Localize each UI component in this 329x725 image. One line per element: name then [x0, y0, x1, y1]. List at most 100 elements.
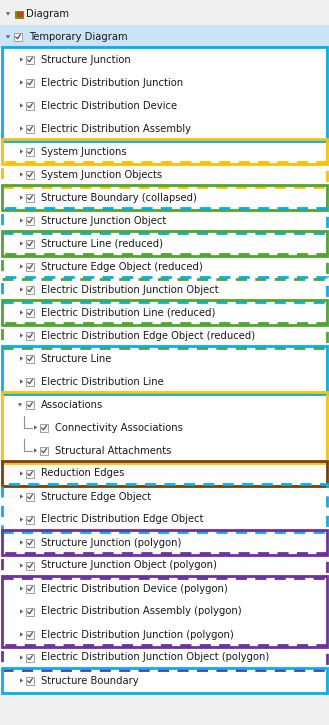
- Text: Associations: Associations: [41, 399, 103, 410]
- Bar: [0, 71, 329, 94]
- Bar: [26, 217, 34, 225]
- Bar: [2, 254, 327, 279]
- Bar: [2, 185, 327, 210]
- Bar: [2, 461, 327, 486]
- Polygon shape: [20, 218, 23, 223]
- Bar: [0, 393, 329, 416]
- Polygon shape: [20, 494, 23, 499]
- Polygon shape: [20, 57, 23, 62]
- Bar: [26, 239, 34, 247]
- Polygon shape: [20, 632, 23, 637]
- Bar: [26, 262, 34, 270]
- Polygon shape: [20, 518, 23, 522]
- Bar: [2, 323, 327, 348]
- Bar: [2, 645, 327, 670]
- Bar: [0, 186, 329, 209]
- Bar: [26, 676, 34, 684]
- Text: Temporary Diagram: Temporary Diagram: [29, 31, 128, 41]
- Text: Structure Boundary (collapsed): Structure Boundary (collapsed): [41, 193, 197, 202]
- Bar: [0, 669, 329, 692]
- Bar: [0, 485, 329, 508]
- Bar: [2, 277, 327, 302]
- Polygon shape: [34, 448, 37, 452]
- Bar: [2, 346, 327, 394]
- Bar: [2, 576, 327, 647]
- Bar: [0, 554, 329, 577]
- Text: Electric Distribution Assembly (polygon): Electric Distribution Assembly (polygon): [41, 607, 241, 616]
- Bar: [0, 347, 329, 370]
- Polygon shape: [18, 403, 22, 407]
- Text: Structural Attachments: Structural Attachments: [55, 445, 171, 455]
- Bar: [26, 470, 34, 478]
- Bar: [26, 102, 34, 109]
- Bar: [0, 577, 329, 600]
- Bar: [0, 117, 329, 140]
- Bar: [26, 355, 34, 362]
- Bar: [26, 309, 34, 317]
- Bar: [40, 447, 48, 455]
- Bar: [0, 531, 329, 554]
- Polygon shape: [6, 36, 10, 38]
- Bar: [26, 515, 34, 523]
- Bar: [40, 423, 48, 431]
- Bar: [2, 553, 327, 578]
- Bar: [2, 139, 327, 164]
- Polygon shape: [20, 287, 23, 291]
- Text: Electric Distribution Line: Electric Distribution Line: [41, 376, 164, 386]
- Text: Structure Boundary: Structure Boundary: [41, 676, 139, 686]
- Bar: [2, 484, 327, 532]
- Text: Electric Distribution Assembly: Electric Distribution Assembly: [41, 123, 191, 133]
- Text: Structure Line (reduced): Structure Line (reduced): [41, 239, 163, 249]
- Polygon shape: [20, 149, 23, 154]
- Polygon shape: [20, 126, 23, 130]
- Bar: [26, 331, 34, 339]
- Polygon shape: [20, 471, 23, 476]
- Text: Structure Junction Object: Structure Junction Object: [41, 215, 166, 225]
- Bar: [0, 416, 329, 439]
- Polygon shape: [20, 173, 23, 177]
- Bar: [0, 324, 329, 347]
- Text: Connectivity Associations: Connectivity Associations: [55, 423, 183, 433]
- Bar: [26, 56, 34, 64]
- Text: Electric Distribution Device (polygon): Electric Distribution Device (polygon): [41, 584, 228, 594]
- Bar: [0, 94, 329, 117]
- Bar: [26, 400, 34, 408]
- Bar: [0, 600, 329, 623]
- Text: Electric Distribution Edge Object (reduced): Electric Distribution Edge Object (reduc…: [41, 331, 255, 341]
- Bar: [0, 370, 329, 393]
- Polygon shape: [20, 356, 23, 361]
- Polygon shape: [34, 426, 37, 430]
- Text: Electric Distribution Junction: Electric Distribution Junction: [41, 78, 183, 88]
- Bar: [26, 608, 34, 616]
- Bar: [15, 10, 23, 17]
- Bar: [0, 2, 329, 25]
- Polygon shape: [6, 12, 10, 15]
- Bar: [26, 584, 34, 592]
- Bar: [14, 33, 22, 41]
- Polygon shape: [20, 563, 23, 568]
- Bar: [26, 78, 34, 86]
- Polygon shape: [20, 265, 23, 269]
- Text: Structure Junction (polygon): Structure Junction (polygon): [41, 537, 181, 547]
- Text: Electric Distribution Line (reduced): Electric Distribution Line (reduced): [41, 307, 215, 318]
- Polygon shape: [20, 587, 23, 591]
- Bar: [2, 300, 327, 325]
- Bar: [0, 140, 329, 163]
- Bar: [2, 668, 327, 693]
- Text: Structure Line: Structure Line: [41, 354, 112, 363]
- Text: Reduction Edges: Reduction Edges: [41, 468, 124, 479]
- Bar: [2, 162, 327, 187]
- Bar: [0, 462, 329, 485]
- Bar: [17, 12, 22, 15]
- Bar: [0, 439, 329, 462]
- Polygon shape: [20, 679, 23, 683]
- Bar: [26, 561, 34, 570]
- Bar: [0, 623, 329, 646]
- Text: Electric Distribution Edge Object: Electric Distribution Edge Object: [41, 515, 204, 524]
- Text: Structure Edge Object (reduced): Structure Edge Object (reduced): [41, 262, 203, 271]
- Bar: [2, 208, 327, 233]
- Bar: [0, 163, 329, 186]
- Polygon shape: [20, 609, 23, 613]
- Bar: [26, 378, 34, 386]
- Polygon shape: [20, 379, 23, 384]
